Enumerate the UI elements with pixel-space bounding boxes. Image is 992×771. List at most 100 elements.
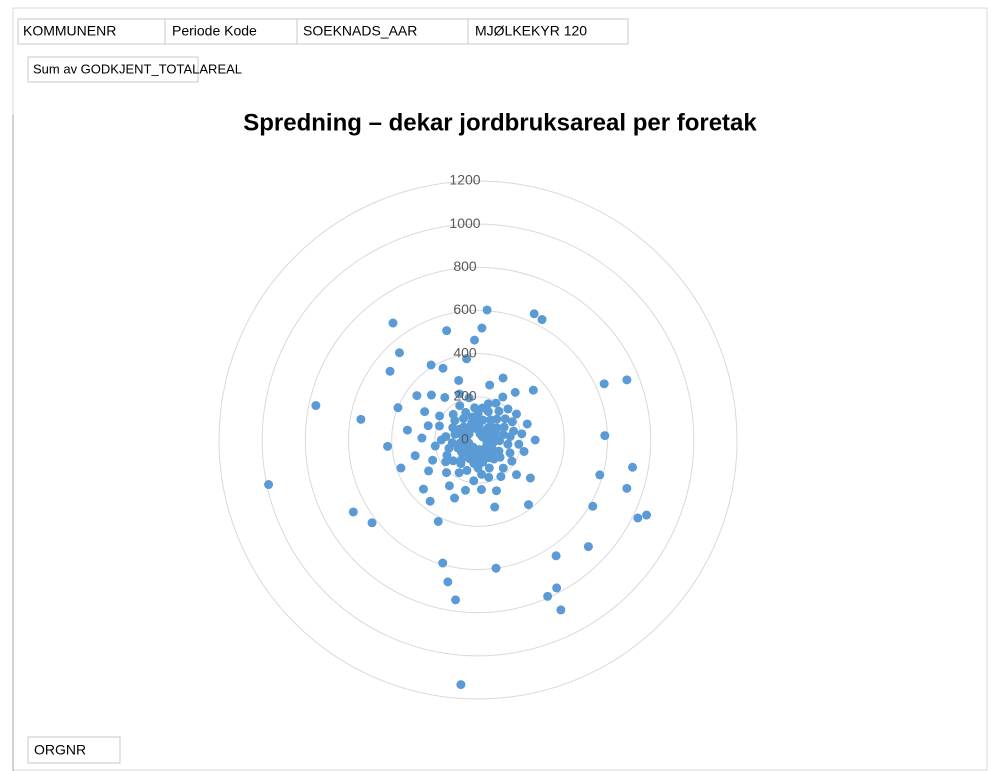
data-point [423,421,433,431]
data-point [440,392,450,402]
data-point [311,401,321,411]
data-point [552,583,562,593]
data-point [428,455,438,465]
data-point [491,563,501,573]
filter-button[interactable] [467,18,629,45]
value-field-label: Sum av GODKJENT_TOTALAREAL [33,61,242,76]
data-point [410,451,420,461]
data-point [462,465,472,475]
data-point [490,502,500,512]
data-point [495,436,505,446]
filter-label: MJØLKEKYR 120 [475,23,587,39]
data-point [426,390,436,400]
data-point [600,431,610,441]
data-point [442,326,452,336]
r-tick-label: 1000 [449,215,480,231]
data-point [383,441,393,451]
data-point [503,404,513,414]
data-point [522,419,532,429]
data-point [456,455,466,465]
data-point [500,414,510,424]
data-point [477,323,487,333]
data-point [483,399,493,409]
value-field-button[interactable] [27,56,199,83]
data-point [484,463,494,473]
data-point [412,391,422,401]
data-point [491,398,501,408]
axis-field-button[interactable] [27,736,121,764]
data-point [388,318,398,328]
data-point [356,414,366,424]
value-button: Sum av GODKJENT_TOTALAREAL [27,56,242,83]
data-point [461,407,471,417]
data-point [595,470,605,480]
data-point [499,422,509,432]
data-point [503,439,513,449]
filter-button[interactable] [164,18,298,45]
data-point [622,483,632,493]
grid-circle [304,266,652,614]
data-point [472,415,482,425]
data-point [588,501,598,511]
data-point [450,493,460,503]
r-tick-label: 200 [453,388,477,404]
data-point [511,409,521,419]
data-point [484,472,494,482]
grid-circle [261,223,695,657]
data-point [430,441,440,451]
data-point [556,605,566,615]
data-point [455,401,465,411]
data-point [462,354,472,364]
data-point [393,403,403,413]
data-point [438,558,448,568]
data-point [438,363,448,373]
data-point [525,473,535,483]
filter-buttons: KOMMUNENR Periode Kode SOEKNADS_AAR MJØL… [17,18,629,45]
data-point [469,476,479,486]
data-point [514,439,524,449]
data-point [460,485,470,495]
data-point [418,484,428,494]
data-point [476,485,486,495]
data-point [367,518,377,528]
data-point [444,481,454,491]
data-point [492,414,502,424]
data-point [348,507,358,517]
data-point [420,407,430,417]
data-point [396,463,406,473]
data-point [599,379,609,389]
data-point [454,389,464,399]
grid-circle [391,353,565,527]
data-point [451,595,461,605]
data-point [498,392,508,402]
data-point [642,510,652,520]
data-point [447,438,457,448]
data-point [529,309,539,319]
data-point [424,466,434,476]
data-point [264,480,274,490]
data-point [485,380,495,390]
data-point [523,500,533,510]
grid-circle [218,180,738,700]
filter-label: KOMMUNENR [23,23,116,39]
data-point [528,385,538,395]
data-point [456,680,466,690]
filter-button[interactable] [17,18,166,45]
axis-field-label: ORGNR [34,742,86,758]
data-point [510,387,520,397]
chart-area [12,7,988,771]
data-point [417,433,427,443]
data-point [426,360,436,370]
data-point [434,421,444,431]
data-point [482,305,492,315]
data-point [543,591,553,601]
data-point [441,432,451,442]
r-tick-label: 600 [453,301,477,317]
data-point [442,450,452,460]
data-point [402,425,412,435]
data-point [537,315,547,325]
data-point [583,542,593,552]
data-point [511,470,521,480]
data-point [496,472,506,482]
